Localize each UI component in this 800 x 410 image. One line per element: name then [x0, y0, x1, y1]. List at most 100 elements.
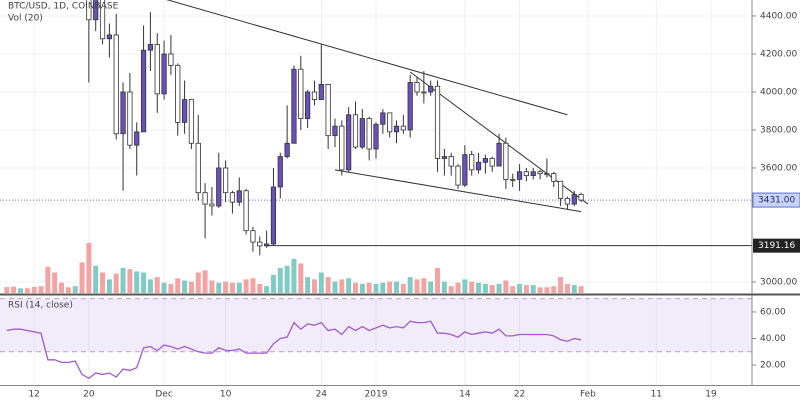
- volume-bar: [134, 271, 140, 293]
- x-tick-label: 2019: [365, 390, 388, 400]
- volume-bar: [175, 278, 181, 293]
- volume-bar: [318, 272, 324, 293]
- candle-body: [537, 171, 543, 175]
- candle-body: [366, 118, 372, 150]
- volume-bar: [407, 277, 413, 293]
- candle-body: [428, 85, 434, 93]
- candle-body: [305, 91, 311, 119]
- volume-bar: [11, 286, 17, 293]
- candle-body: [113, 34, 119, 135]
- rsi-pane: [0, 298, 752, 380]
- volume-bar: [530, 285, 536, 293]
- candle-body: [216, 167, 222, 207]
- candle-body: [86, 0, 92, 21]
- volume-bar: [476, 282, 482, 293]
- volume-bar: [537, 287, 543, 293]
- x-tick-label: 11: [651, 390, 662, 400]
- candle-body: [407, 82, 413, 131]
- volume-bar: [441, 281, 447, 293]
- candle-body: [387, 112, 393, 133]
- volume-bar: [250, 278, 256, 293]
- volume-bar: [578, 286, 584, 293]
- volume-bar: [168, 283, 174, 293]
- x-tick-label: 19: [705, 390, 717, 400]
- candle-body: [236, 190, 242, 203]
- candle-body: [99, 0, 106, 40]
- candle-body: [195, 142, 201, 194]
- x-tick-label: 14: [459, 390, 471, 400]
- y-tick-label: 3000.00: [760, 277, 797, 287]
- candle-body: [284, 142, 290, 157]
- volume-bar: [489, 285, 495, 293]
- candle-body: [400, 125, 406, 131]
- x-tick-label: Feb: [580, 390, 596, 400]
- volume-bar: [188, 281, 194, 293]
- candle-body: [229, 192, 236, 203]
- volume-bar: [243, 279, 249, 293]
- volume-bar: [284, 265, 290, 293]
- volume-bar: [400, 283, 406, 293]
- volume-bar: [332, 281, 338, 293]
- candle-body: [257, 241, 263, 247]
- candle-body: [188, 99, 195, 144]
- candle-body: [277, 156, 283, 188]
- volume-bar: [435, 268, 441, 293]
- candle-body: [270, 186, 277, 245]
- volume-bar: [544, 287, 550, 293]
- volume-bar: [38, 286, 44, 293]
- candle-body: [339, 125, 345, 171]
- volume-bar: [182, 280, 188, 293]
- volume-bar: [4, 287, 10, 293]
- candle-body: [359, 118, 365, 148]
- candle-body: [168, 53, 174, 66]
- volume-bar: [223, 281, 229, 293]
- volume-bar: [462, 279, 468, 293]
- candle-body: [530, 171, 536, 176]
- volume-bar: [264, 286, 270, 293]
- volume-bar: [448, 286, 454, 293]
- volume-bar: [305, 277, 311, 293]
- volume-bar: [120, 268, 126, 293]
- volume-bar: [229, 282, 235, 293]
- volume-bar: [147, 279, 153, 293]
- candle-body: [243, 190, 249, 232]
- support-label: 3191.16: [758, 241, 795, 251]
- candle-body: [134, 131, 140, 146]
- volume-bar: [421, 278, 427, 293]
- axis-layer: BTC/USD, 1D, COINBASE Vol (20) RSI (14, …: [0, 0, 800, 400]
- volume-bar: [510, 286, 516, 293]
- volume-bar: [469, 281, 475, 293]
- x-tick-label: Dec: [155, 390, 172, 400]
- candle-body: [564, 197, 571, 205]
- candle-body: [448, 156, 454, 167]
- candle-body: [489, 158, 495, 167]
- volume-bar: [394, 281, 400, 293]
- rsi-line: [6, 320, 582, 380]
- rsi-band: [0, 298, 752, 352]
- rsi-tick-label: 40.00: [760, 334, 786, 344]
- candle-body: [503, 142, 509, 180]
- volume-bar: [59, 282, 65, 293]
- volume-bar: [270, 274, 276, 293]
- volume-bar: [359, 283, 365, 293]
- candle-body: [455, 165, 461, 186]
- candle-body: [250, 230, 256, 243]
- volume-bar: [65, 287, 71, 293]
- volume-bar: [161, 282, 167, 293]
- volume-bar: [564, 283, 570, 293]
- volume-bar: [236, 282, 242, 293]
- candle-body: [325, 83, 331, 137]
- x-tick-label: 10: [220, 390, 232, 400]
- volume-bar: [339, 279, 345, 293]
- candle-body: [140, 49, 147, 133]
- volume-bar: [127, 269, 133, 293]
- candle-body: [154, 44, 160, 95]
- last-price-label: 3431.00: [758, 196, 795, 206]
- y-tick-label: 4000.00: [760, 87, 797, 97]
- candle-body: [181, 99, 188, 123]
- candle-body: [120, 91, 126, 135]
- volume-bar: [86, 243, 92, 293]
- candle-body: [421, 91, 427, 94]
- volume-bar: [291, 258, 297, 293]
